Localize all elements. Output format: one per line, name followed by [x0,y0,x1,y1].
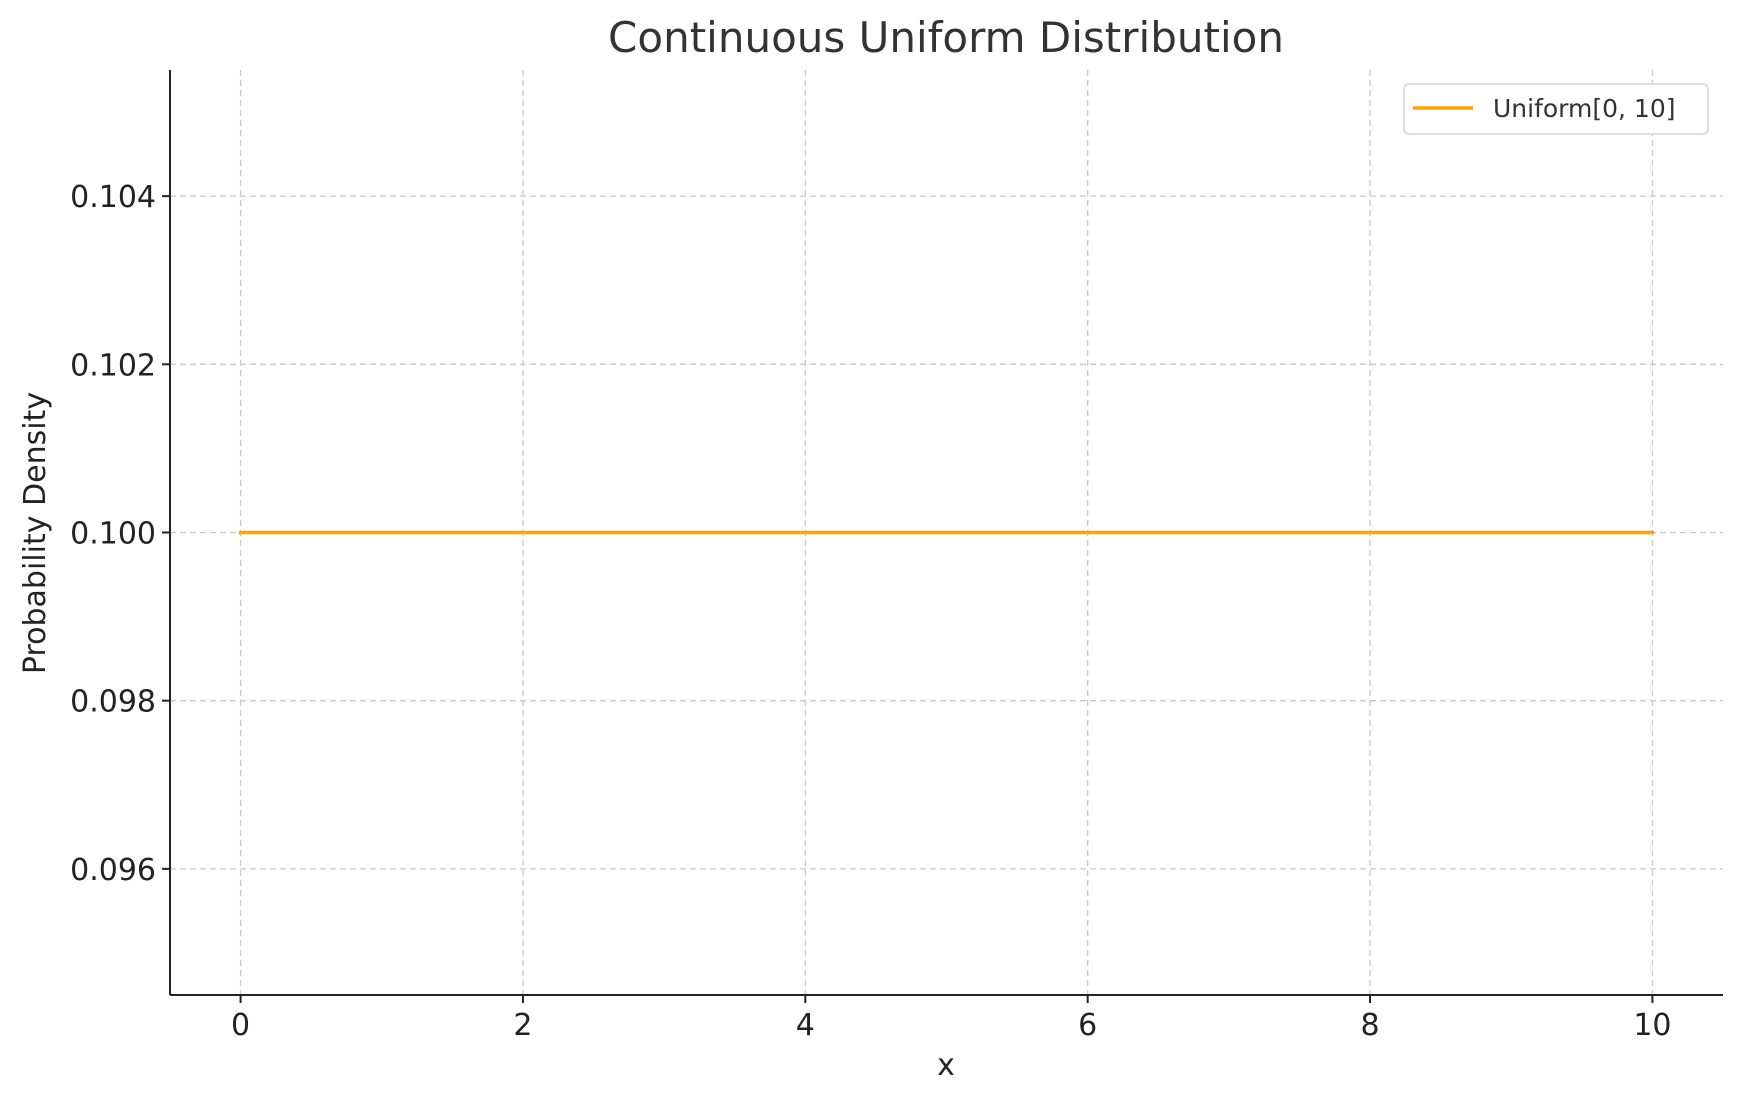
x-tick-label: 0 [231,1008,250,1043]
x-tick-label: 4 [796,1008,815,1043]
y-tick-label: 0.100 [70,517,156,552]
y-tick-label: 0.096 [70,853,156,888]
y-axis-label: Probability Density [18,392,53,674]
x-axis-label: x [937,1048,955,1083]
y-tick-label: 0.098 [70,685,156,720]
y-tick-label: 0.102 [70,348,156,383]
y-tick-label: 0.104 [70,180,156,215]
legend: Uniform[0, 10] [1403,83,1709,135]
x-tick-label: 2 [513,1008,532,1043]
x-ticks: 0 2 4 6 8 10 [231,995,1672,1043]
x-tick-label: 10 [1633,1008,1671,1043]
x-tick-label: 6 [1078,1008,1097,1043]
y-ticks: 0.096 0.098 0.100 0.102 0.104 [70,180,170,888]
legend-box [1403,83,1709,135]
chart-title: Continuous Uniform Distribution [608,13,1284,62]
legend-label: Uniform[0, 10] [1493,94,1676,123]
x-tick-label: 8 [1360,1008,1379,1043]
